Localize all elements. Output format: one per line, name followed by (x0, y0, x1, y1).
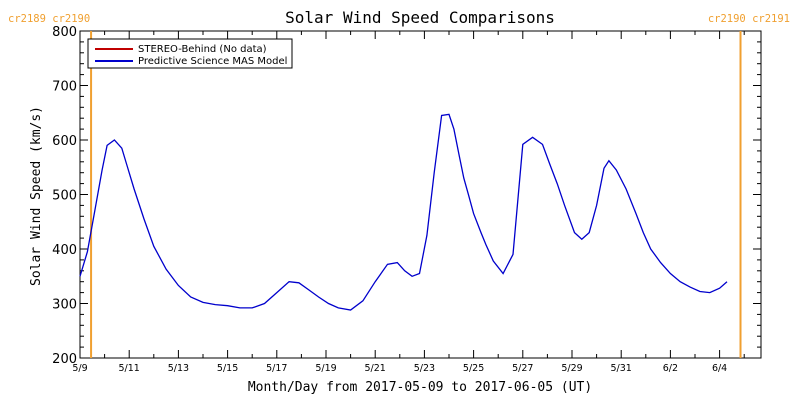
plot-frame (79, 30, 762, 359)
x-tick-label: 5/13 (168, 363, 189, 374)
x-tick-label: 5/23 (414, 363, 435, 374)
cr-label-right: cr2190 cr2191 (708, 13, 790, 25)
legend-label-mas: Predictive Science MAS Model (138, 56, 287, 67)
chart-title: Solar Wind Speed Comparisons (285, 8, 555, 27)
x-axis-label: Month/Day from 2017-05-09 to 2017-06-05 … (248, 380, 592, 395)
x-tick-label: 6/4 (712, 363, 727, 374)
x-tick-label: 5/25 (463, 363, 484, 374)
legend-label-stereo: STEREO-Behind (No data) (138, 44, 267, 55)
series-line-mas (79, 113, 728, 311)
x-tick-label: 5/17 (266, 363, 287, 374)
x-tick-label: 6/2 (663, 363, 678, 374)
y-tick-label: 600 (52, 134, 77, 149)
y-tick-label: 700 (52, 80, 77, 95)
y-tick-label: 300 (52, 298, 77, 313)
x-tick-label: 5/9 (72, 363, 87, 374)
legend-box (87, 38, 293, 69)
y-axis-label: Solar Wind Speed (km/s) (29, 106, 44, 286)
y-tick-label: 500 (52, 189, 77, 204)
cr-label-left: cr2189 cr2190 (8, 13, 90, 25)
y-tick-label: 200 (52, 352, 77, 367)
x-tick-label: 5/21 (365, 363, 386, 374)
x-tick-label: 5/15 (217, 363, 238, 374)
x-tick-label: 5/11 (119, 363, 140, 374)
x-tick-label: 5/31 (611, 363, 632, 374)
x-tick-label: 5/29 (561, 363, 582, 374)
y-tick-label: 800 (52, 25, 77, 40)
x-tick-label: 5/27 (512, 363, 533, 374)
plot-area: 200 300 400 500 600 700 800 5/9 5/11 5/13 5/15 5/17… (52, 25, 762, 374)
legend: STEREO-Behind (No data) Predictive Scien… (87, 38, 293, 69)
y-tick-label: 400 (52, 243, 77, 258)
x-tick-label: 5/19 (315, 363, 336, 374)
